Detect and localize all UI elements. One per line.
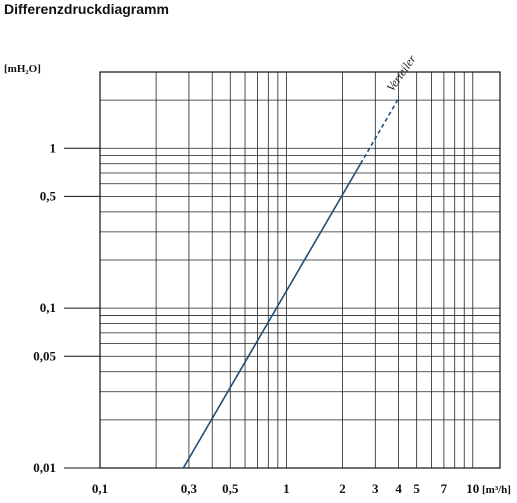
x-tick-label: 0,5: [222, 481, 239, 496]
x-tick-label: 5: [413, 481, 420, 496]
x-tick-label: 7: [441, 481, 448, 496]
y-tick-labels: 0,01 0,05 0,1 0,5 1: [33, 140, 100, 475]
x-tick-label: 1: [283, 481, 290, 496]
plot-frame: [99, 71, 501, 469]
y-tick-label: 0,1: [40, 300, 56, 315]
y-axis-label: [mH₂O]: [4, 63, 41, 75]
grid: [100, 72, 500, 468]
y-tick-label: 0,5: [40, 188, 57, 203]
x-tick-label: 0,1: [92, 481, 108, 496]
series-line-dashed: [359, 98, 400, 165]
series-line-solid: [182, 163, 362, 469]
chart-title: Differenzdruckdiagramm: [4, 1, 169, 17]
x-tick-label: 4: [395, 481, 402, 496]
y-tick-label: 0,01: [33, 460, 56, 475]
x-tick-label: 3: [372, 481, 379, 496]
x-axis-label: [m³/h]: [482, 484, 511, 496]
axes: [99, 71, 501, 469]
x-tick-label: 0,3: [181, 481, 198, 496]
x-tick-label: 2: [339, 481, 346, 496]
y-tick-label: 1: [50, 140, 57, 155]
y-tick-label: 0,05: [33, 348, 56, 363]
x-tick-labels: 0,1 0,3 0,5 1 2 3 4 5 7 10: [92, 481, 479, 496]
series-label: Verteiler: [384, 52, 419, 94]
x-tick-label: 10: [466, 481, 479, 496]
